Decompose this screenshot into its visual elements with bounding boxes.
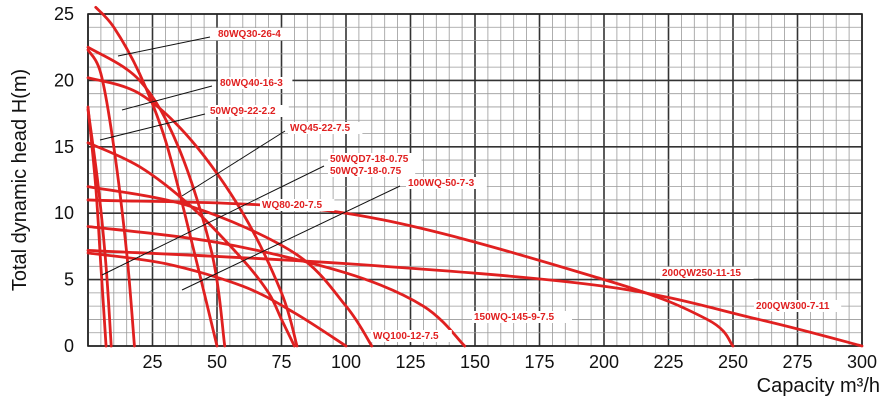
series-label: 80WQ40-16-3 [220,78,283,89]
series-label: 150WQ-145-9-7.5 [474,312,554,323]
x-tick-label: 150 [460,352,490,372]
y-tick-label: 25 [54,4,74,24]
series-line [86,141,296,348]
series-label: WQ100-12-7.5 [373,331,439,342]
label-background [371,330,452,342]
series-line [86,225,467,348]
x-tick-label: 175 [524,352,554,372]
leader-line [117,36,211,57]
series-label: 200QW250-11-15 [662,268,741,279]
y-axis-label: Total dynamic head H(m) [9,69,31,291]
series-line [86,76,299,348]
leader-line [181,130,286,197]
x-tick-label: 200 [589,352,619,372]
series-line [86,45,227,348]
series-line [86,251,348,348]
label-background [328,165,416,177]
series-label: WQ45-22-7.5 [290,123,350,134]
y-tick-label: 0 [64,336,74,356]
label-background [754,300,842,312]
series-label: 100WQ-50-7-3 [408,178,475,189]
leader-line [181,185,401,291]
leader-line [121,85,213,111]
label-background [472,311,572,323]
x-tick-label: 225 [653,352,683,372]
curves [86,5,864,348]
y-tick-label: 20 [54,70,74,90]
series-label: 50WQ7-18-0.75 [330,166,402,177]
series-label: WQ80-20-7.5 [262,200,322,211]
ticks: 25 50 75 100 125 150 175 200 225 250 275 300 0 5 10 15 2… [54,4,877,372]
x-tick-label: 50 [207,352,227,372]
curve-labels: 80WQ30-26-4 80WQ40-16-3 50WQ9-22-2.2 WQ45-2… [99,28,842,342]
label-background [406,177,487,189]
x-tick-label: 125 [395,352,425,372]
label-background [660,267,754,279]
label-background [218,77,293,89]
x-tick-label: 25 [142,352,162,372]
x-tick-label: 250 [718,352,748,372]
label-background [328,153,422,165]
y-tick-label: 5 [64,270,74,290]
x-tick-label: 275 [782,352,812,372]
x-tick-label: 300 [847,352,877,372]
label-background [288,122,363,134]
label-background [216,28,291,40]
x-axis-label: Capacity m³/h [757,375,880,397]
y-tick-label: 15 [54,137,74,157]
series-label: 200QW300-7-11 [756,301,830,312]
label-background [208,105,289,117]
plot-border [87,13,863,347]
y-tick-label: 10 [54,203,74,223]
x-tick-label: 75 [271,352,291,372]
series-label: 50WQ9-22-2.2 [210,106,276,117]
series-line [94,5,219,348]
series-label: 80WQ30-26-4 [218,29,281,40]
series-line [86,185,374,348]
series-line [86,248,864,348]
series-line [86,198,735,348]
x-tick-label: 100 [331,352,361,372]
label-background [260,199,335,211]
leader-line [99,113,206,141]
series-label: 50WQD7-18-0.75 [330,154,409,165]
leader-line [101,165,325,276]
